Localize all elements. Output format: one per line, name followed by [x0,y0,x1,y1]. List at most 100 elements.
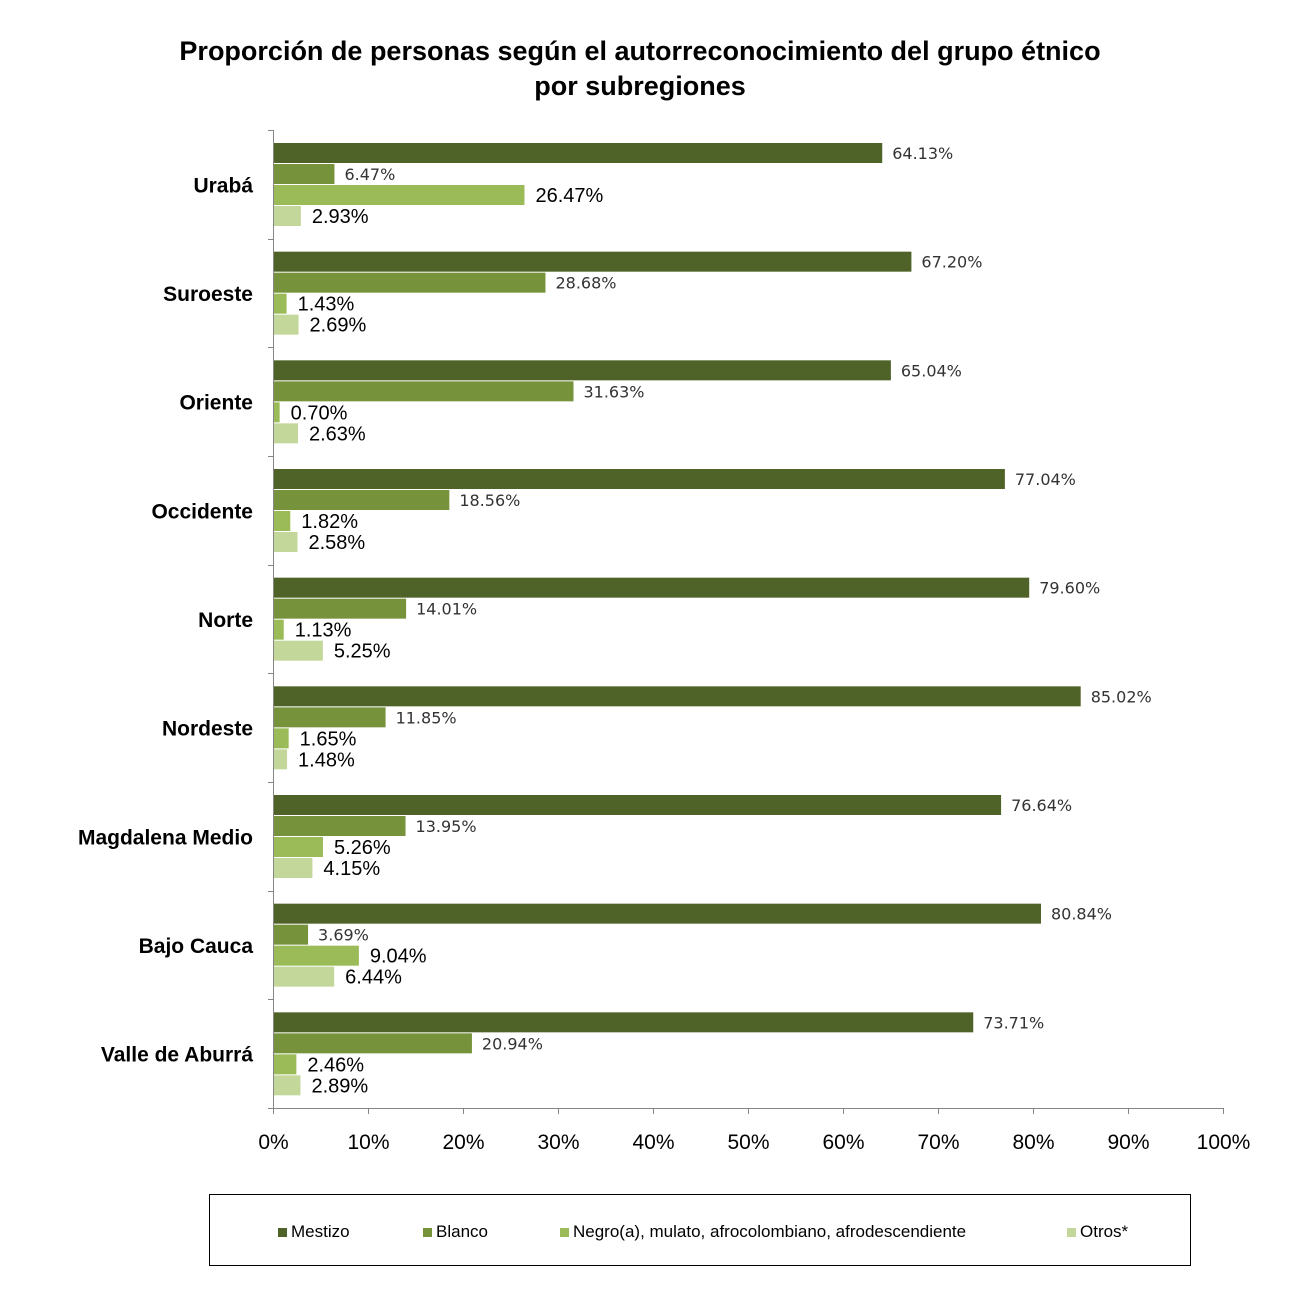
bar [273,945,359,966]
legend-label: Otros* [1080,1222,1129,1241]
data-label: 73.71% [983,1013,1044,1032]
chart-title-line-2: por subregiones [534,71,746,101]
data-label: 76.64% [1011,796,1072,815]
legend-swatch [423,1227,432,1237]
x-tick-label: 10% [347,1131,389,1154]
bars-layer [273,143,1081,1096]
bar [273,423,298,444]
x-tick-label: 0% [258,1131,288,1154]
data-label: 0.70% [291,402,348,424]
data-label: 2.89% [311,1075,368,1097]
legend-item: Negro(a), mulato, afrocolombiano, afrode… [560,1222,966,1242]
bar [273,795,1002,815]
bar [273,402,280,423]
data-label: 85.02% [1091,687,1152,706]
x-tick-label: 90% [1107,1131,1149,1154]
bar [273,360,891,381]
category-label: Occidente [151,500,253,523]
bar [273,707,386,728]
legend-item: Blanco [423,1222,488,1242]
category-label: Oriente [179,392,253,415]
x-tick-label: 60% [822,1131,864,1154]
bar [273,903,1041,924]
x-tick-label: 80% [1012,1131,1054,1154]
data-label: 1.65% [300,728,357,750]
bar [273,293,287,314]
bar [273,1075,301,1096]
legend-label: Negro(a), mulato, afrocolombiano, afrode… [573,1222,967,1241]
data-label: 6.44% [345,967,402,989]
data-label: 2.46% [307,1054,364,1076]
bar [273,469,1005,489]
bar [273,206,301,226]
data-label: 2.69% [310,315,367,337]
legend-item: Mestizo [278,1222,350,1242]
data-label: 26.47% [535,185,603,207]
data-label: 13.95% [416,817,477,836]
data-label: 5.25% [334,641,391,663]
data-label: 1.13% [295,620,352,642]
data-label: 20.94% [482,1034,543,1053]
data-labels-layer: 64.13%6.47%26.47%2.93%67.20%28.68%1.43%2… [291,144,1152,1097]
category-label: Bajo Cauca [139,935,254,958]
x-tick-label: 70% [917,1131,959,1154]
bar [273,749,288,770]
bar [273,511,291,531]
legend-label: Blanco [436,1222,488,1241]
data-label: 28.68% [555,274,616,293]
bar [273,924,309,945]
bar-chart: 64.13%6.47%26.47%2.93%67.20%28.68%1.43%2… [78,130,1250,1154]
bar [273,598,407,619]
legend-swatch [1067,1227,1076,1237]
chart-title-line-1: Proporción de personas según el autorrec… [179,36,1101,66]
bar [273,532,298,552]
x-tick-label: 40% [632,1131,674,1154]
bar [273,185,525,205]
bar [273,164,335,184]
bar [273,816,406,836]
legend-swatch [560,1227,569,1237]
data-label: 6.47% [344,165,395,184]
bar [273,314,299,335]
bar [273,966,335,987]
legend-item: Otros* [1067,1222,1128,1242]
bar [273,143,883,163]
bar [273,728,289,749]
data-label: 4.15% [323,858,380,880]
data-label: 18.56% [459,491,520,510]
bar [273,619,284,640]
data-label: 31.63% [583,382,644,401]
bar [273,858,313,878]
bar [273,272,546,293]
data-label: 79.60% [1039,579,1100,598]
data-label: 1.82% [301,511,358,533]
category-label: Norte [198,609,253,632]
data-label: 65.04% [901,361,962,380]
category-label: Urabá [193,174,253,197]
category-label: Magdalena Medio [78,826,253,849]
data-label: 3.69% [318,926,369,945]
data-label: 9.04% [370,946,427,968]
axes-layer: Urabá Suroeste Oriente Occidente Norte Nordes… [78,130,1250,1154]
data-label: 1.43% [298,294,355,316]
bar [273,381,574,402]
bar [273,640,323,661]
legend: Mestizo Blanco Negro(a), mulato, afrocolom… [209,1194,1191,1266]
data-label: 2.63% [309,423,366,445]
legend-label: Mestizo [291,1222,350,1241]
bar [273,1012,974,1033]
bar [273,490,450,510]
bar [273,577,1030,598]
x-tick-label: 100% [1197,1131,1251,1154]
bar [273,686,1081,707]
data-label: 64.13% [892,144,953,163]
data-label: 1.48% [298,749,355,771]
category-label: Valle de Aburrá [101,1044,253,1067]
data-label: 67.20% [921,253,982,272]
bar [273,251,912,272]
x-tick-label: 20% [442,1131,484,1154]
chart-title: Proporción de personas según el autorrec… [0,34,1280,104]
data-label: 2.58% [309,532,366,554]
x-tick-label: 30% [537,1131,579,1154]
legend-swatch [278,1227,287,1237]
